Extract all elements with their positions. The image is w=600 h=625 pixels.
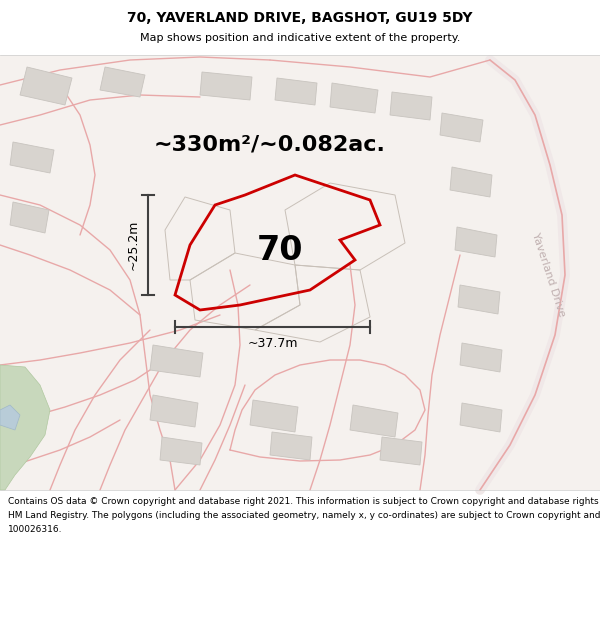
Text: 100026316.: 100026316. bbox=[8, 525, 62, 534]
Polygon shape bbox=[460, 343, 502, 372]
Text: Contains OS data © Crown copyright and database right 2021. This information is : Contains OS data © Crown copyright and d… bbox=[8, 497, 600, 506]
Bar bbox=[0, 0, 600, 55]
Polygon shape bbox=[450, 167, 492, 197]
Polygon shape bbox=[440, 113, 483, 142]
Polygon shape bbox=[460, 403, 502, 432]
Polygon shape bbox=[150, 345, 203, 377]
Polygon shape bbox=[390, 92, 432, 120]
Polygon shape bbox=[0, 405, 20, 430]
Polygon shape bbox=[455, 227, 497, 257]
Polygon shape bbox=[10, 142, 54, 173]
Polygon shape bbox=[250, 400, 298, 432]
Polygon shape bbox=[160, 437, 202, 465]
Text: 70: 70 bbox=[257, 234, 303, 266]
Polygon shape bbox=[275, 78, 317, 105]
Polygon shape bbox=[200, 72, 252, 100]
Text: 70, YAVERLAND DRIVE, BAGSHOT, GU19 5DY: 70, YAVERLAND DRIVE, BAGSHOT, GU19 5DY bbox=[127, 11, 473, 25]
Polygon shape bbox=[100, 67, 145, 97]
Text: Map shows position and indicative extent of the property.: Map shows position and indicative extent… bbox=[140, 33, 460, 43]
Bar bbox=[0, 490, 600, 625]
Polygon shape bbox=[458, 285, 500, 314]
Bar bbox=[0, 55, 600, 490]
Text: ~330m²/~0.082ac.: ~330m²/~0.082ac. bbox=[154, 135, 386, 155]
Polygon shape bbox=[0, 365, 50, 490]
Polygon shape bbox=[20, 67, 72, 105]
Text: ~37.7m: ~37.7m bbox=[247, 337, 298, 350]
Polygon shape bbox=[270, 432, 312, 460]
Polygon shape bbox=[10, 202, 49, 233]
Text: ~25.2m: ~25.2m bbox=[127, 220, 140, 270]
Polygon shape bbox=[380, 437, 422, 465]
Polygon shape bbox=[150, 395, 198, 427]
Polygon shape bbox=[330, 83, 378, 113]
Text: HM Land Registry. The polygons (including the associated geometry, namely x, y c: HM Land Registry. The polygons (includin… bbox=[8, 511, 600, 520]
Text: Yaverland Drive: Yaverland Drive bbox=[530, 232, 566, 318]
Polygon shape bbox=[350, 405, 398, 437]
